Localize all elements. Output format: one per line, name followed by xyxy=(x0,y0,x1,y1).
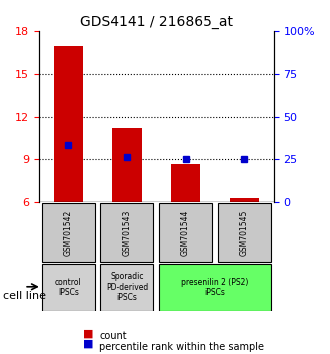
Title: GDS4141 / 216865_at: GDS4141 / 216865_at xyxy=(80,15,233,29)
FancyBboxPatch shape xyxy=(159,264,271,311)
Text: GSM701545: GSM701545 xyxy=(240,209,249,256)
Text: percentile rank within the sample: percentile rank within the sample xyxy=(99,342,264,352)
Text: presenilin 2 (PS2)
iPSCs: presenilin 2 (PS2) iPSCs xyxy=(181,278,248,297)
Text: GSM701543: GSM701543 xyxy=(122,209,131,256)
Text: GSM701542: GSM701542 xyxy=(64,209,73,256)
Bar xyxy=(230,198,259,202)
Text: ■: ■ xyxy=(82,328,93,338)
FancyBboxPatch shape xyxy=(218,203,271,262)
Bar xyxy=(112,128,142,202)
Text: count: count xyxy=(99,331,127,341)
Text: GSM701544: GSM701544 xyxy=(181,209,190,256)
FancyBboxPatch shape xyxy=(100,203,153,262)
FancyBboxPatch shape xyxy=(42,203,95,262)
Text: cell line: cell line xyxy=(3,291,46,301)
FancyBboxPatch shape xyxy=(100,264,153,311)
Text: Sporadic
PD-derived
iPSCs: Sporadic PD-derived iPSCs xyxy=(106,273,148,302)
Text: ■: ■ xyxy=(82,339,93,349)
Text: control
IPSCs: control IPSCs xyxy=(55,278,82,297)
Bar xyxy=(53,46,83,202)
FancyBboxPatch shape xyxy=(159,203,212,262)
FancyBboxPatch shape xyxy=(42,264,95,311)
Bar xyxy=(171,164,200,202)
